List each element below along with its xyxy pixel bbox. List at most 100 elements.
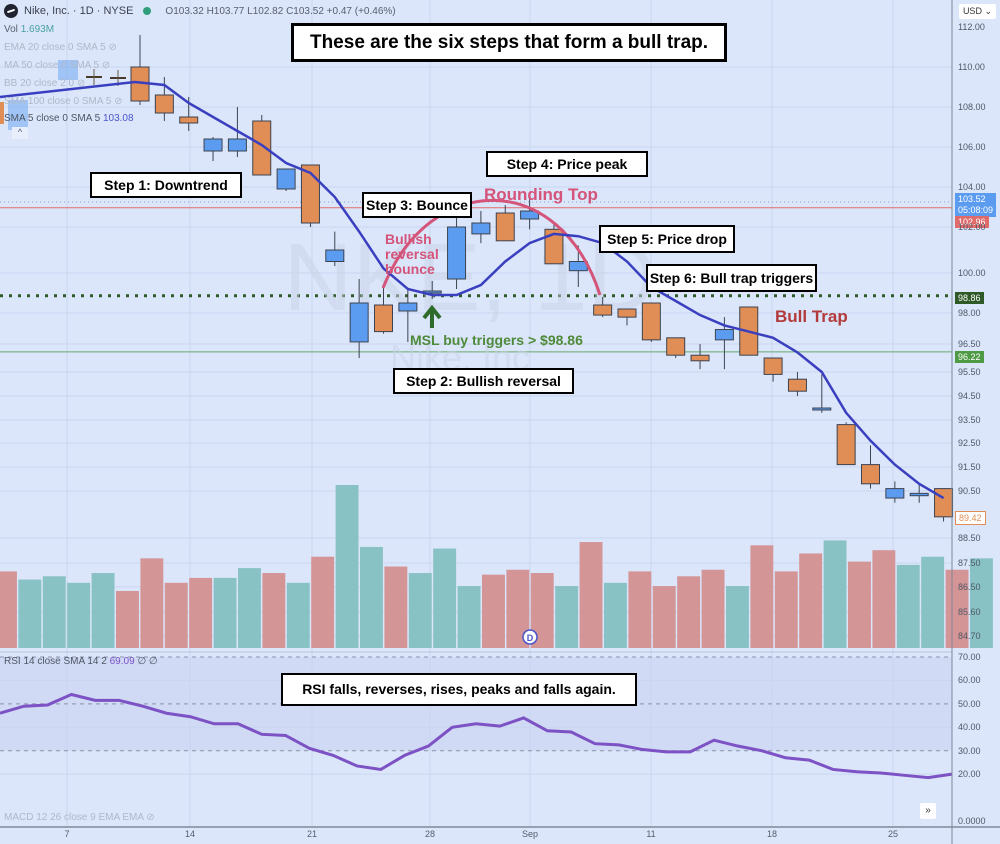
volume-bar <box>823 540 847 648</box>
volume-bar <box>750 545 774 648</box>
volume-bar <box>482 574 505 648</box>
price-tick: 95.50 <box>958 367 981 377</box>
volume-bar <box>604 582 627 648</box>
rsi-value: 69.09 <box>109 656 135 667</box>
price-tick: 104.00 <box>958 182 986 192</box>
candle-body <box>617 308 637 318</box>
ema20-legend[interactable]: EMA 20 close 0 SMA 5 ⊘ <box>4 42 117 53</box>
price-tick: 88.50 <box>958 533 981 543</box>
candle-body <box>349 302 369 343</box>
nike-logo-icon <box>4 4 18 18</box>
step3-annotation: Step 3: Bounce <box>362 192 472 218</box>
time-tick: 18 <box>766 829 778 839</box>
macd-legend[interactable]: MACD 12 26 close 9 EMA EMA ⊘ <box>4 812 155 823</box>
candle-body <box>447 226 467 280</box>
volume-bar <box>116 590 139 648</box>
bullish-bounce-label: Bullish reversal bounce <box>385 231 439 277</box>
candle-body <box>154 94 174 114</box>
volume-bar <box>921 556 945 648</box>
time-tick: 14 <box>184 829 196 839</box>
candle-body <box>861 464 880 485</box>
volume-bar <box>677 576 701 648</box>
candle-body <box>179 116 199 124</box>
candle-body <box>471 222 491 235</box>
volume-bar <box>262 573 286 648</box>
currency-selector[interactable]: USD ⌄ <box>958 4 996 19</box>
volume-legend[interactable]: Vol 1.693M <box>4 24 54 35</box>
volume-bar <box>238 568 261 648</box>
volume-bar <box>335 485 359 648</box>
volume-bar <box>384 566 408 648</box>
price-tick: 112.00 <box>958 22 985 32</box>
price-tick: 110.00 <box>958 62 985 72</box>
price-tick: 102.00 <box>958 222 986 232</box>
sma100-label: SMA 100 close 0 SMA 5 <box>4 96 112 107</box>
rsi-annotation: RSI falls, reverses, rises, peaks and fa… <box>281 673 637 706</box>
rsi-legend[interactable]: RSI 14 close SMA 14 2 69.09 ∅ ∅ <box>4 656 158 667</box>
candle-body <box>252 120 272 176</box>
step1-annotation: Step 1: Downtrend <box>90 172 242 198</box>
market-status-icon <box>143 7 152 15</box>
ghost-candle <box>58 60 78 80</box>
collapse-legend-button[interactable]: ^ <box>12 127 28 139</box>
rounding-top-label: Rounding Top <box>484 185 598 204</box>
candle-body <box>227 138 247 152</box>
volume-bar <box>848 561 871 648</box>
sma5-legend[interactable]: SMA 5 close 0 SMA 5 103.08 <box>4 113 134 124</box>
sma5-label: SMA 5 close 0 SMA 5 <box>4 113 101 124</box>
candle-body <box>520 210 540 220</box>
last-price: 103.52 <box>958 194 986 204</box>
time-tick: 11 <box>646 829 656 839</box>
volume-bar <box>189 577 213 648</box>
volume-bar <box>774 571 798 648</box>
eye-off-icon[interactable]: ⊘ <box>146 812 155 823</box>
price-tick: 90.50 <box>958 486 981 496</box>
volume-bar <box>311 556 335 648</box>
msl-price-tag: 98.86 <box>955 292 984 304</box>
candle-body <box>398 302 418 312</box>
volume-bar <box>726 586 749 648</box>
edge-candle <box>0 102 4 124</box>
candle-body <box>593 304 613 316</box>
last-price-tag: 103.52 05:08:09 <box>955 193 997 217</box>
sma100-legend[interactable]: SMA 100 close 0 SMA 5 ⊘ <box>4 96 122 107</box>
resistance-price-tag: 102.96 <box>955 216 989 228</box>
candle-body <box>325 249 345 262</box>
eye-off-icon[interactable]: ⊘ <box>76 78 86 89</box>
scroll-to-latest-button[interactable]: » <box>920 803 936 819</box>
volume-bar <box>530 573 554 648</box>
candle-body <box>690 354 710 362</box>
candle-body <box>714 329 734 341</box>
volume-bar <box>91 573 115 648</box>
volume-bar <box>0 571 17 648</box>
ma50-legend[interactable]: MA 50 close 0 SMA 5 ⊘ <box>4 60 110 71</box>
volume-value: 1.693M <box>20 24 55 35</box>
ghost-candle <box>8 100 28 130</box>
eye-off-icon[interactable]: ⊘ <box>108 42 117 53</box>
low-price-tag: 89.42 <box>955 511 986 525</box>
symbol-header: Nike, Inc. · 1D · NYSE O103.32 H103.77 L… <box>4 4 396 18</box>
bb20-legend[interactable]: BB 20 close 2 0 ⊘ <box>4 78 85 89</box>
msl-trigger-label: MSL buy triggers > $98.86 <box>410 332 583 348</box>
rsi-tick: 50.00 <box>958 698 981 709</box>
candle-body <box>203 138 223 152</box>
volume-bar <box>360 546 383 648</box>
price-tick: 85.60 <box>958 607 981 617</box>
step6-annotation: Step 6: Bull trap triggers <box>646 264 817 292</box>
title-annotation: These are the six steps that form a bull… <box>291 23 727 62</box>
ghost-candles <box>0 60 126 130</box>
volume-bar <box>579 542 603 648</box>
eye-off-icon[interactable]: ⊘ <box>101 60 111 71</box>
volume-bar <box>42 576 66 648</box>
symbol-title[interactable]: Nike, Inc. · 1D · NYSE <box>24 5 134 17</box>
eye-off-icon[interactable]: ⊘ <box>114 96 123 107</box>
volume-bars <box>0 485 993 648</box>
price-tick: 92.50 <box>958 438 981 448</box>
rsi-label: RSI 14 close SMA 14 2 <box>4 656 107 667</box>
price-tick: 98.00 <box>958 308 981 318</box>
rsi-line <box>0 692 953 780</box>
volume-bar <box>701 569 725 648</box>
rsi-tick: 60.00 <box>958 675 981 686</box>
rsi-tick: 30.00 <box>958 745 981 756</box>
